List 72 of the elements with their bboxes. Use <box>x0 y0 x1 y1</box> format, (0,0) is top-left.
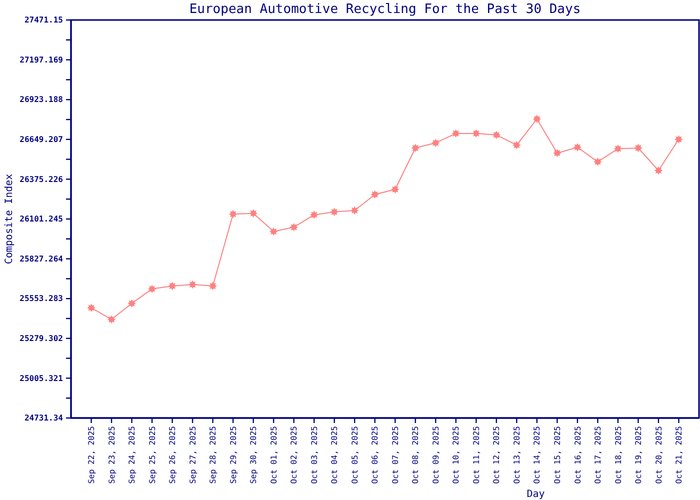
point <box>208 282 218 290</box>
y-tick-label: 26375.226 <box>20 174 64 184</box>
point <box>269 227 278 236</box>
y-tick-label: 26649.207 <box>20 134 64 144</box>
point <box>350 206 359 215</box>
y-tick-label: 25005.321 <box>20 374 64 383</box>
x-tick-label: Oct 10, 2025 <box>452 426 461 484</box>
x-tick-label: Oct 09, 2025 <box>431 426 440 484</box>
x-tick-label: Sep 22, 2025 <box>87 426 96 484</box>
point <box>552 148 562 158</box>
point <box>411 144 420 152</box>
point <box>674 135 683 144</box>
x-tick-label: Oct 13, 2025 <box>512 426 522 484</box>
y-axis-title: Composite Index <box>4 174 15 264</box>
point <box>128 299 136 308</box>
point <box>370 190 380 199</box>
point <box>573 143 582 152</box>
x-tick-label: Oct 05, 2025 <box>350 426 360 484</box>
point <box>228 210 238 218</box>
point <box>532 114 542 124</box>
point <box>492 130 501 140</box>
point <box>188 280 197 289</box>
point <box>390 185 400 194</box>
x-tick-label: Oct 14, 2025 <box>532 426 542 484</box>
x-tick-label: Sep 26, 2025 <box>168 426 178 484</box>
x-tick-label: Sep 28, 2025 <box>208 426 218 484</box>
x-tick-label: Oct 15, 2025 <box>552 426 562 484</box>
x-tick-label: Oct 11, 2025 <box>472 426 481 484</box>
point <box>594 158 602 166</box>
x-tick-label: Oct 17, 2025 <box>594 426 603 484</box>
x-axis-title: Day <box>526 489 545 500</box>
point <box>249 209 258 218</box>
x-tick-label: Oct 02, 2025 <box>290 426 299 484</box>
y-tick-label: 25553.283 <box>20 294 64 304</box>
y-tick-label: 27471.15 <box>24 16 64 25</box>
point <box>431 138 440 148</box>
x-tick-label: Oct 08, 2025 <box>411 426 420 484</box>
point <box>310 210 318 220</box>
point <box>634 144 642 152</box>
point <box>168 282 176 290</box>
point <box>654 166 663 175</box>
y-tick-label: 26923.188 <box>20 95 64 104</box>
x-tick-label: Oct 07, 2025 <box>390 426 400 484</box>
x-tick-label: Oct 04, 2025 <box>330 426 340 484</box>
y-tick-label: 25279.302 <box>20 334 64 343</box>
x-tick-label: Oct 01, 2025 <box>269 426 278 484</box>
x-tick-label: Sep 29, 2025 <box>228 426 238 484</box>
x-tick-label: Oct 21, 2025 <box>674 426 684 484</box>
y-tick-label: 27197.169 <box>20 55 64 64</box>
x-tick-label: Oct 20, 2025 <box>654 426 664 484</box>
point <box>330 208 339 216</box>
point <box>148 284 156 294</box>
x-tick-label: Sep 30, 2025 <box>249 426 258 484</box>
point <box>614 144 622 153</box>
x-tick-label: Sep 23, 2025 <box>107 426 116 484</box>
x-tick-label: Sep 27, 2025 <box>188 426 198 484</box>
x-tick-label: Oct 16, 2025 <box>573 426 582 484</box>
x-tick-label: Sep 25, 2025 <box>148 426 157 484</box>
y-tick-label: 26101.245 <box>20 214 64 224</box>
x-tick-label: Oct 03, 2025 <box>310 426 319 484</box>
x-tick-label: Oct 06, 2025 <box>370 426 380 484</box>
point <box>290 222 298 232</box>
x-tick-label: Oct 18, 2025 <box>614 426 623 484</box>
x-tick-label: Sep 24, 2025 <box>128 426 137 484</box>
x-tick-label: Oct 12, 2025 <box>492 426 502 484</box>
point <box>107 315 116 324</box>
point <box>87 304 96 312</box>
y-tick-label: 24731.34 <box>24 414 64 423</box>
y-tick-label: 25827.264 <box>20 254 64 264</box>
point <box>512 140 521 150</box>
x-tick-label: Oct 19, 2025 <box>634 426 644 484</box>
chart-title: European Automotive Recycling For the Past 30 Days <box>189 2 581 17</box>
